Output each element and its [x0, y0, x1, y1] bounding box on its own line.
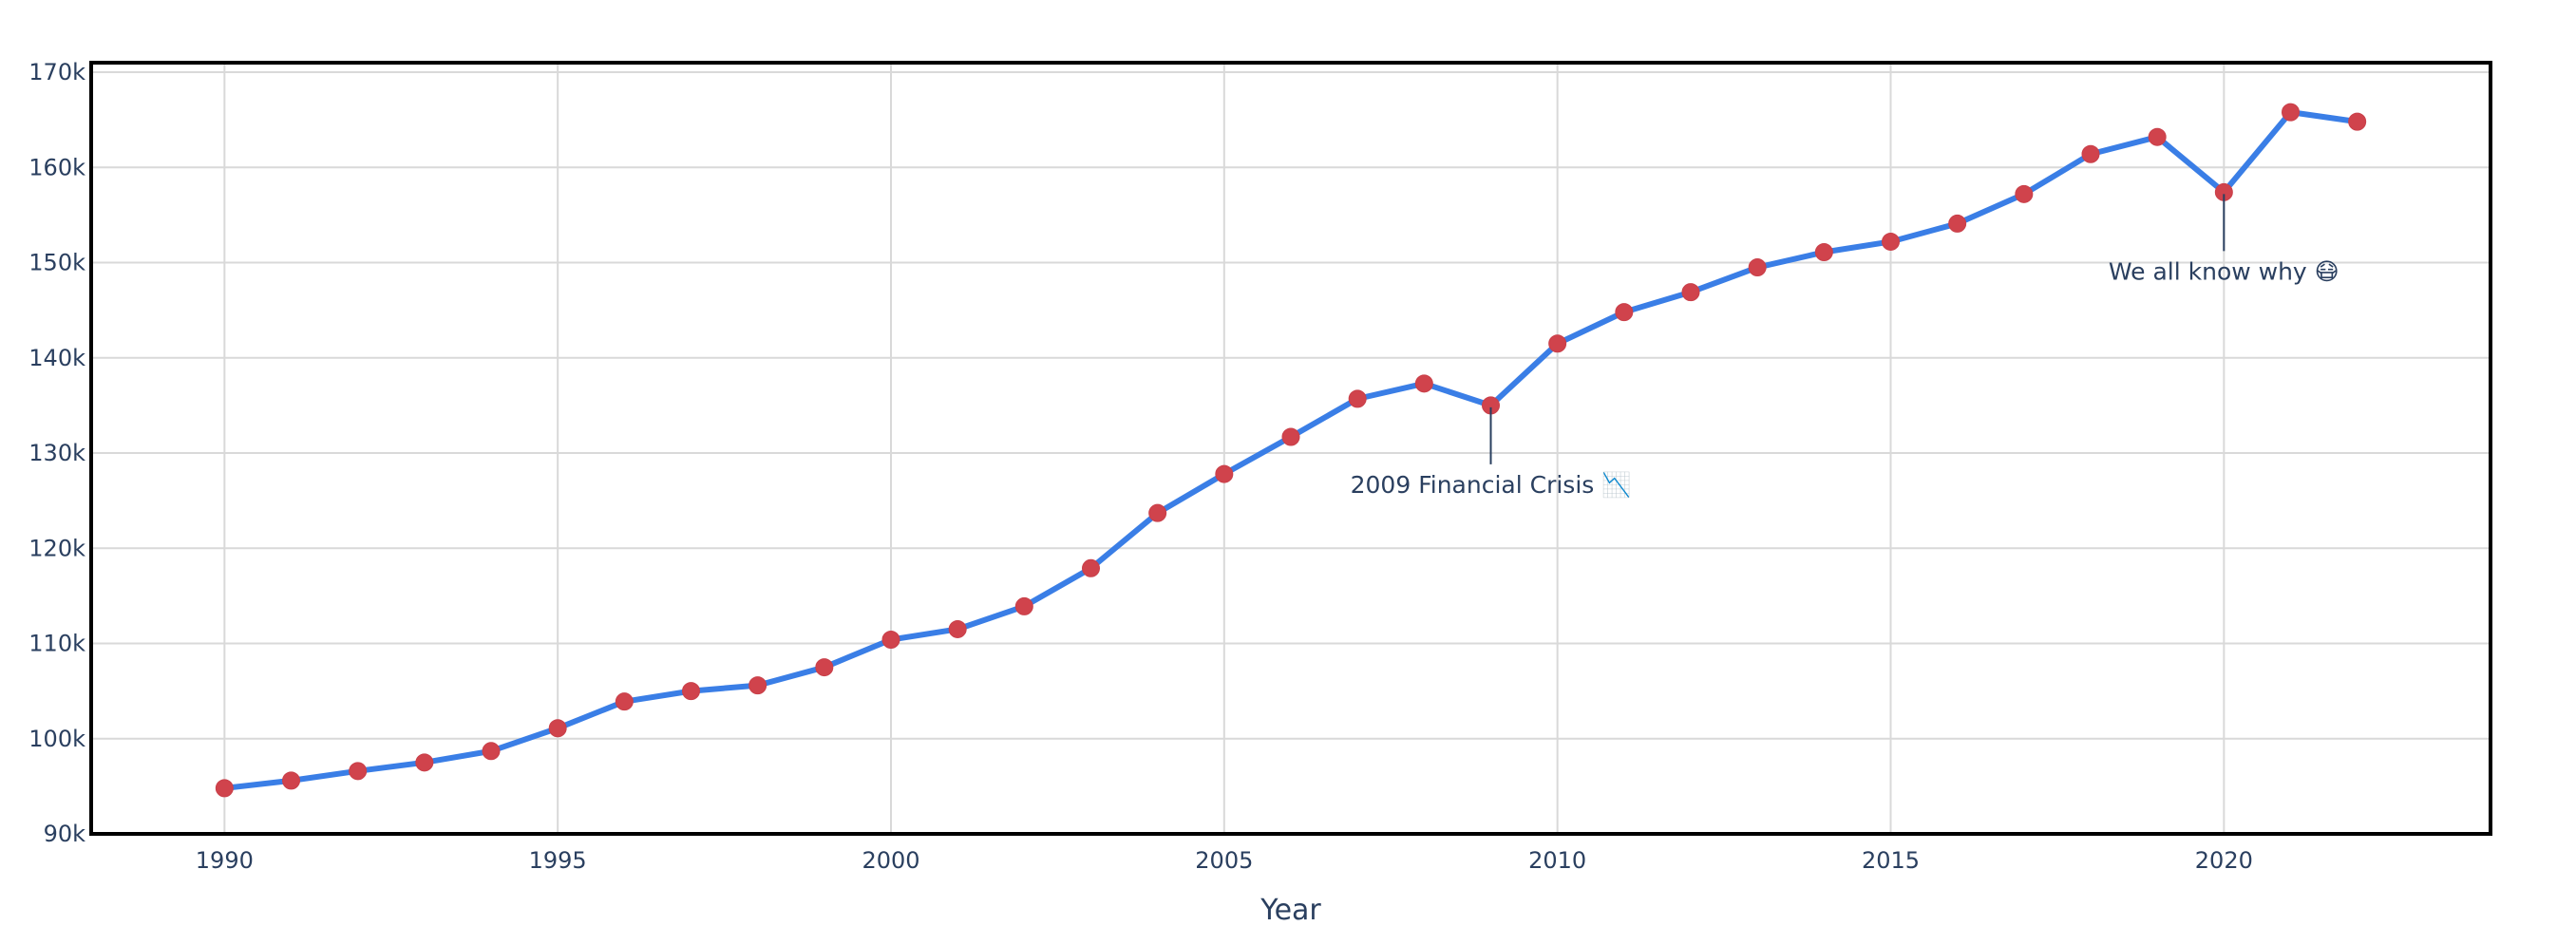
x-tick-label: 2000 [862, 847, 919, 874]
data-point [748, 676, 767, 695]
series-line [221, 109, 2360, 791]
data-point [415, 753, 434, 772]
data-point [1748, 258, 1767, 277]
y-tick-label: 130k [28, 440, 85, 466]
y-tick-label: 120k [28, 535, 85, 561]
data-point [282, 771, 300, 790]
data-point [1414, 374, 1433, 393]
series-group [215, 103, 2367, 798]
y-tick-label: 110k [28, 631, 85, 657]
data-point [1681, 283, 1700, 302]
y-tick-label: 160k [28, 154, 85, 180]
data-point [548, 719, 567, 738]
annotations: 2009 Financial Crisis 📉 We all know why 😷 [1351, 194, 2339, 499]
data-point [1281, 427, 1300, 446]
x-tick-label: 1995 [529, 847, 587, 874]
annotation-label: 2009 Financial Crisis 📉 [1351, 471, 1632, 499]
data-point [1082, 558, 1100, 577]
data-point [1014, 596, 1033, 615]
data-point [682, 682, 700, 701]
x-tick-label: 2005 [1195, 847, 1253, 874]
data-point [615, 692, 634, 711]
grid [91, 63, 2491, 835]
y-tick-label: 150k [28, 250, 85, 276]
annotation-label: We all know why 😷 [2109, 257, 2339, 285]
data-point [1348, 389, 1367, 408]
plot-frame [89, 61, 2492, 836]
y-tick-label: 100k [28, 726, 85, 752]
data-point [2348, 112, 2367, 131]
data-point [1814, 242, 1833, 261]
data-point [2148, 127, 2167, 146]
x-axis-title: Year [1260, 894, 1321, 927]
data-point [482, 742, 501, 761]
data-point [2015, 184, 2034, 203]
data-point [215, 779, 234, 798]
data-point [2081, 144, 2100, 163]
data-point [2282, 103, 2300, 122]
data-point [1148, 503, 1167, 522]
x-tick-label: 1990 [196, 847, 254, 874]
tick-labels: 1990 1995 2000 2005 2010 2015 2020 90k 100k 110k 1… [28, 59, 2253, 874]
data-point [1615, 303, 1634, 322]
data-point [1215, 464, 1234, 483]
x-tick-label: 2015 [1862, 847, 1920, 874]
data-point [948, 619, 967, 638]
data-point [881, 630, 900, 649]
data-point [1548, 334, 1567, 353]
data-point [815, 658, 834, 677]
data-point [1882, 232, 1900, 251]
y-tick-label: 140k [28, 345, 85, 371]
y-tick-label: 170k [28, 59, 85, 85]
x-tick-label: 2020 [2195, 847, 2253, 874]
y-tick-label: 90k [44, 821, 86, 847]
data-point [1948, 214, 1967, 233]
data-point [349, 762, 368, 781]
x-tick-label: 2010 [1528, 847, 1586, 874]
